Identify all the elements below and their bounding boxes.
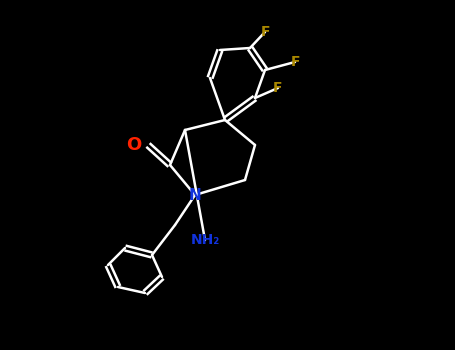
Text: O: O [126, 136, 142, 154]
Text: N: N [189, 188, 202, 203]
Text: F: F [290, 55, 300, 69]
Text: F: F [273, 81, 283, 95]
Text: NH₂: NH₂ [190, 233, 220, 247]
Text: F: F [260, 25, 270, 39]
